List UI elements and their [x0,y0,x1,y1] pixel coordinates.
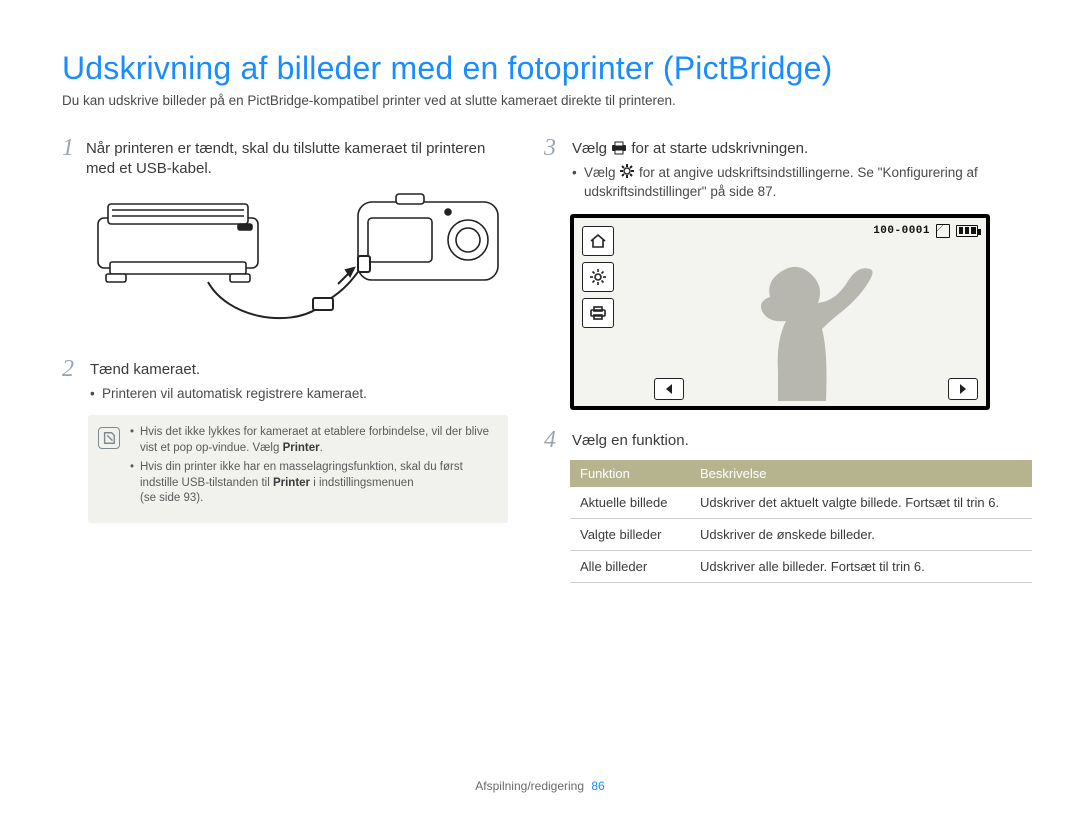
note-item: Hvis det ikke lykkes for kameraet at eta… [130,425,494,456]
screen-status-bar: 100-0001 [873,224,978,238]
table-row: Alle billeder Udskriver alle billeder. F… [570,550,1032,582]
note-list: Hvis det ikke lykkes for kameraet at eta… [130,425,494,511]
page: Udskrivning af billeder med en fotoprint… [0,0,1080,815]
step-2: 2 Tænd kameraet. [62,357,508,381]
step-3-bullets: Vælg for at angive udskriftsindstillinge… [572,164,1032,202]
step-text: Tænd kameraet. [90,357,200,380]
footer-section: Afspilning/redigering [475,779,584,793]
table-row: Aktuelle billede Udskriver det aktuelt v… [570,487,1032,519]
step-text: Når printeren er tændt, skal du tilslutt… [86,136,508,180]
gear-icon[interactable] [582,262,614,292]
table-cell: Udskriver de ønskede billeder. [690,518,1032,550]
print-icon[interactable] [582,298,614,328]
step-3: 3 Vælg for at starte udskrivningen. [544,136,1032,160]
print-icon [611,141,627,155]
table-cell: Valgte billeder [570,518,690,550]
step-text: Vælg for at starte udskrivningen. [572,136,808,159]
note-box: Hvis det ikke lykkes for kameraet at eta… [88,415,508,523]
battery-icon [956,225,978,237]
function-table: Funktion Beskrivelse Aktuelle billede Ud… [570,460,1032,583]
page-number: 86 [591,779,604,793]
bullet-item: Vælg for at angive udskriftsindstillinge… [572,164,1032,202]
table-cell: Udskriver det aktuelt valgte billede. Fo… [690,487,1032,519]
table-header: Beskrivelse [690,460,1032,487]
next-button[interactable] [948,378,978,400]
table-cell: Udskriver alle billeder. Fortsæt til tri… [690,550,1032,582]
step-text: Vælg en funktion. [572,428,689,451]
step-number: 2 [62,357,82,381]
note-icon [98,427,120,449]
table-cell: Alle billeder [570,550,690,582]
table-header-row: Funktion Beskrivelse [570,460,1032,487]
camera-screen-preview: 100-0001 [570,214,990,410]
note-item: Hvis din printer ikke har en masselagrin… [130,460,494,507]
step-number: 4 [544,428,564,452]
step-4: 4 Vælg en funktion. [544,428,1032,452]
left-column: 1 Når printeren er tændt, skal du tilslu… [62,136,508,583]
table-cell: Aktuelle billede [570,487,690,519]
printer-camera-illustration [88,188,508,343]
step-1: 1 Når printeren er tændt, skal du tilslu… [62,136,508,180]
intro-text: Du kan udskrive billeder på en PictBridg… [62,93,1018,108]
image-counter: 100-0001 [873,225,930,237]
step-number: 1 [62,136,78,160]
table-header: Funktion [570,460,690,487]
page-footer: Afspilning/redigering 86 [0,779,1080,793]
right-column: 3 Vælg for at starte udskrivningen. Vælg… [544,136,1032,583]
prev-button[interactable] [654,378,684,400]
page-title: Udskrivning af billeder med en fotoprint… [62,50,1018,87]
photo-silhouette [708,241,888,406]
bullet-item: Printeren vil automatisk registrere kame… [90,385,508,404]
step-number: 3 [544,136,564,160]
table-row: Valgte billeder Udskriver de ønskede bil… [570,518,1032,550]
home-icon[interactable] [582,226,614,256]
two-column-layout: 1 Når printeren er tændt, skal du tilslu… [62,136,1018,583]
sd-card-icon [936,224,950,238]
gear-icon [619,164,635,178]
step-2-bullets: Printeren vil automatisk registrere kame… [90,385,508,404]
